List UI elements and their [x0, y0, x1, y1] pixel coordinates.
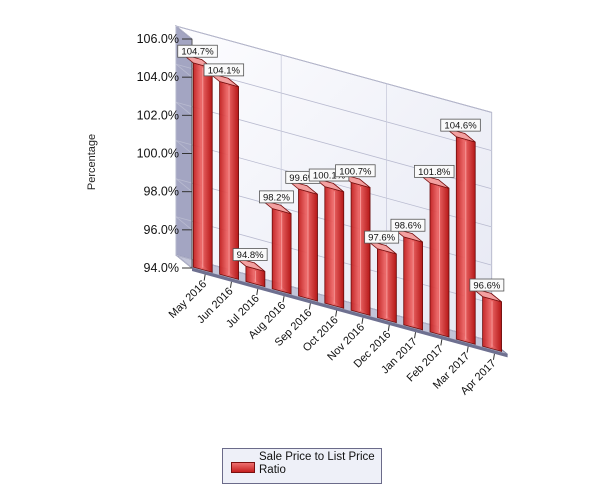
legend-swatch	[231, 462, 255, 473]
floor-edge	[192, 268, 508, 358]
bar	[235, 257, 266, 288]
y-axis-label: Percentage	[86, 134, 98, 190]
x-tick	[440, 339, 443, 346]
x-tick	[256, 288, 259, 296]
data-label-box	[259, 190, 294, 204]
data-label: 96.6%	[469, 278, 505, 292]
data-label-text: 99.6%	[289, 173, 316, 184]
x-tick	[335, 310, 338, 317]
x-tick	[229, 281, 232, 288]
bar	[419, 174, 450, 338]
data-label-box	[335, 164, 376, 178]
x-tick	[387, 324, 390, 332]
y-tick-label: 100.0%	[137, 147, 179, 161]
data-label-text: 101.8%	[418, 167, 451, 178]
y-tick-label: 96.0%	[144, 223, 179, 237]
x-tick	[308, 303, 311, 310]
bar	[445, 127, 476, 345]
bar	[208, 72, 239, 281]
bar	[366, 239, 397, 324]
data-label-text: 104.1%	[208, 65, 241, 76]
data-label: 94.8%	[232, 248, 268, 261]
data-label-box	[440, 118, 481, 132]
data-label-text: 96.6%	[473, 281, 500, 292]
y-tick-label: 106.0%	[137, 32, 179, 46]
data-label: 101.8%	[414, 164, 455, 178]
data-label-box	[177, 44, 218, 58]
data-label: 104.1%	[203, 63, 245, 77]
data-label: 98.2%	[259, 190, 294, 204]
data-label-text: 100.7%	[339, 166, 372, 177]
y-tick-label: 104.0%	[137, 70, 179, 84]
data-label: 98.6%	[390, 218, 426, 232]
bar	[314, 177, 345, 309]
legend-label: Sale Price to List Price Ratio	[259, 451, 375, 476]
x-tick	[282, 296, 285, 303]
x-tick	[492, 353, 495, 360]
bar	[393, 228, 424, 331]
y-tick-label: 102.0%	[137, 108, 179, 122]
data-label-text: 100.1%	[313, 171, 346, 182]
y-axis: 94.0% 96.0% 98.0% 100.0% 102.0% 104.0% 106.0%	[137, 32, 193, 275]
data-label-text: 94.8%	[237, 250, 264, 261]
data-label-text: 97.6%	[368, 233, 395, 244]
bar	[471, 287, 502, 353]
data-label-box	[469, 278, 505, 292]
data-label: 104.7%	[177, 44, 218, 58]
data-label-box	[364, 230, 400, 244]
data-label-text: 104.6%	[444, 121, 477, 132]
data-label: 104.6%	[440, 118, 481, 132]
data-label: 100.7%	[335, 164, 376, 178]
data-label: 97.6%	[364, 230, 400, 244]
data-label-box	[232, 248, 268, 261]
data-label-box	[414, 164, 455, 178]
y-tick-label: 94.0%	[144, 261, 179, 275]
data-labels: 104.7% 104.1% 94.8% 98.2% 99.6%100.1%100.7% 9…	[177, 44, 505, 292]
data-label-box	[390, 218, 426, 232]
bar	[182, 54, 213, 273]
legend: Sale Price to List Price Ratio	[222, 448, 382, 484]
data-label-text: 98.2%	[263, 192, 290, 203]
bar	[340, 173, 371, 317]
x-tick	[466, 346, 469, 353]
data-label-text: 104.7%	[181, 47, 214, 58]
bar	[287, 180, 318, 302]
data-label-text: 98.6%	[394, 221, 421, 232]
y-tick-label: 98.0%	[144, 185, 179, 199]
x-tick	[361, 317, 364, 324]
bar	[261, 199, 292, 295]
bars	[182, 54, 502, 353]
x-tick	[203, 274, 206, 281]
x-tick	[414, 332, 417, 339]
data-label-box	[203, 63, 245, 77]
